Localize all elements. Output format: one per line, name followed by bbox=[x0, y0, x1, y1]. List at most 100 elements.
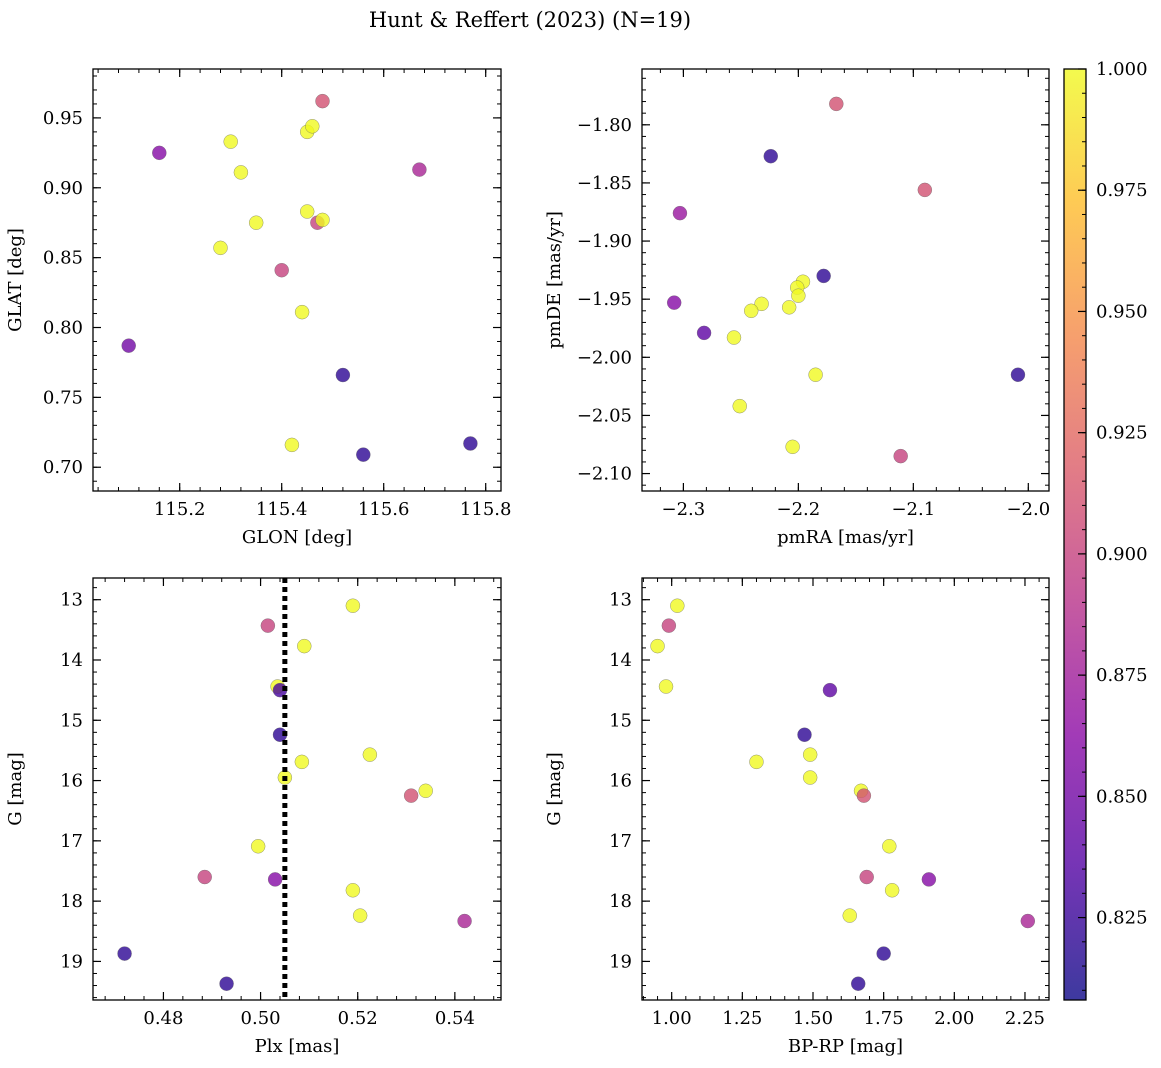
x-tick-label: −2.0 bbox=[1006, 499, 1050, 520]
scatter-point bbox=[856, 788, 872, 803]
y-tick-label: 14 bbox=[60, 650, 83, 671]
scatter-point bbox=[294, 304, 310, 320]
axes-frame bbox=[641, 577, 1050, 1001]
y-tick-label: −2.10 bbox=[577, 464, 632, 485]
colorbar-tick-label: 0.900 bbox=[1096, 544, 1148, 565]
y-tick-label: 0.95 bbox=[43, 108, 83, 129]
scatter-point bbox=[802, 770, 818, 785]
x-tick-label: −2.3 bbox=[662, 499, 706, 520]
x-axis-label: BP-RP [mag] bbox=[788, 1036, 903, 1057]
x-tick-label: 2.00 bbox=[934, 1008, 974, 1029]
colorbar-gradient bbox=[1064, 69, 1086, 1000]
y-tick-label: 14 bbox=[609, 650, 632, 671]
colorbar: 0.825 0.850 0.875 0.900 0.925 0.950 0.975 1.000 bbox=[1063, 59, 1148, 1001]
y-tick-label: −2.05 bbox=[577, 405, 632, 426]
scatter-point bbox=[1010, 367, 1026, 382]
scatter-point bbox=[650, 638, 665, 654]
scatter-point bbox=[791, 288, 806, 303]
scatter-point bbox=[754, 296, 769, 312]
y-tick-label: 17 bbox=[609, 831, 632, 852]
x-tick-label: 115.8 bbox=[460, 499, 512, 520]
scatter-point bbox=[294, 754, 310, 770]
y-tick-label: 0.85 bbox=[43, 248, 83, 269]
scatter-point bbox=[297, 638, 312, 654]
scatter-point bbox=[696, 325, 712, 341]
data-layer bbox=[121, 93, 478, 462]
colorbar-tick-label: 0.850 bbox=[1096, 786, 1148, 807]
scatter-point bbox=[305, 119, 320, 134]
x-tick-label: 115.6 bbox=[358, 499, 410, 520]
scatter-point bbox=[260, 618, 276, 633]
y-tick-label: 13 bbox=[60, 590, 83, 611]
y-tick-label: 16 bbox=[609, 771, 632, 792]
scatter-point bbox=[802, 747, 818, 762]
scatter-point bbox=[463, 436, 478, 451]
scatter-point bbox=[284, 437, 300, 453]
colorbar-tick-label: 0.825 bbox=[1096, 908, 1148, 929]
y-tick-label: 19 bbox=[60, 951, 83, 972]
scatter-point bbox=[267, 872, 283, 887]
scatter-point bbox=[315, 212, 330, 228]
scatter-point bbox=[822, 682, 838, 698]
scatter-point bbox=[829, 96, 844, 112]
scatter-point bbox=[1020, 913, 1036, 929]
scatter-point bbox=[921, 872, 937, 887]
x-tick-label: 1.75 bbox=[864, 1008, 904, 1029]
scatter-point bbox=[315, 93, 330, 109]
scatter-point bbox=[356, 447, 371, 462]
panel-plx-g: 0.48 0.50 0.52 0.54 13 14 15 16 17 18 19 Plx [mas] G… bbox=[5, 577, 502, 1057]
scatter-point bbox=[672, 205, 688, 221]
scatter-point bbox=[797, 727, 812, 742]
scatter-point bbox=[248, 215, 264, 230]
x-axis-label: pmRA [mas/yr] bbox=[777, 527, 914, 548]
y-tick-label: 0.70 bbox=[43, 457, 83, 478]
y-tick-label: 17 bbox=[60, 831, 83, 852]
x-axis-label: Plx [mas] bbox=[255, 1036, 340, 1057]
x-tick-label: 115.2 bbox=[154, 499, 206, 520]
y-axis-label: GLAT [deg] bbox=[5, 228, 26, 332]
scatter-point bbox=[345, 598, 361, 613]
y-axis-label: G [mag] bbox=[544, 752, 565, 825]
scatter-point bbox=[884, 883, 900, 898]
scatter-point bbox=[418, 783, 433, 799]
y-tick-label: −2.00 bbox=[577, 347, 632, 368]
scatter-point bbox=[859, 869, 874, 885]
scatter-point bbox=[743, 303, 759, 319]
y-tick-label: 15 bbox=[60, 710, 83, 731]
y-tick-label: 0.75 bbox=[43, 387, 83, 408]
axes-frame bbox=[641, 68, 1050, 492]
y-tick-label: 0.80 bbox=[43, 318, 83, 339]
y-tick-label: −1.90 bbox=[577, 231, 632, 252]
axes-frame bbox=[92, 577, 502, 1001]
scatter-point bbox=[412, 162, 427, 177]
x-axis-label: GLON [deg] bbox=[242, 527, 352, 548]
scatter-point bbox=[670, 598, 685, 613]
scatter-point bbox=[233, 165, 249, 180]
x-tick-label: 2.25 bbox=[1005, 1008, 1045, 1029]
scatter-point bbox=[274, 262, 289, 278]
scatter-point bbox=[781, 300, 797, 315]
x-tick-label: 0.50 bbox=[241, 1008, 281, 1029]
scatter-point bbox=[763, 148, 779, 164]
colorbar-tick-label: 1.000 bbox=[1096, 59, 1148, 80]
panel-pmra-pmde: −2.3 −2.2 −2.1 −2.0 −2.10 −2.05 −2.00 −1.95 −1.9… bbox=[544, 68, 1050, 548]
data-layer bbox=[650, 598, 1036, 991]
scatter-point bbox=[250, 839, 266, 854]
scatter-point bbox=[726, 330, 742, 345]
scatter-point bbox=[785, 439, 800, 455]
scatter-point bbox=[335, 367, 351, 383]
y-tick-label: 18 bbox=[60, 891, 83, 912]
scatter-point bbox=[816, 268, 831, 284]
scatter-point bbox=[666, 295, 682, 310]
y-axis-label: pmDE [mas/yr] bbox=[544, 211, 565, 349]
colorbar-tick-label: 0.925 bbox=[1096, 423, 1148, 444]
scatter-point bbox=[876, 946, 891, 961]
x-tick-label: 115.4 bbox=[256, 499, 308, 520]
x-tick-label: 0.52 bbox=[338, 1008, 378, 1029]
figure-title: Hunt & Reffert (2023) (N=19) bbox=[369, 8, 691, 32]
panel-glon-glat: 115.2 115.4 115.6 115.8 0.70 0.75 0.80 0.85 0.90… bbox=[5, 68, 512, 548]
scatter-point bbox=[152, 145, 167, 161]
y-tick-label: −1.85 bbox=[577, 173, 632, 194]
data-layer bbox=[666, 96, 1026, 464]
